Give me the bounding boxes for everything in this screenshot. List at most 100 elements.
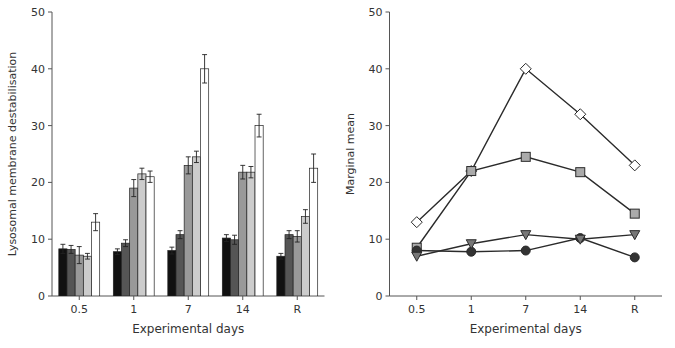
error-bar <box>93 214 98 231</box>
error-bar <box>115 249 120 255</box>
x-tick <box>471 296 472 300</box>
bar <box>138 174 146 296</box>
marker <box>467 167 476 176</box>
bar <box>201 69 209 296</box>
marker <box>575 235 585 244</box>
x-tick <box>133 296 134 300</box>
error-bar <box>287 231 292 239</box>
x-tick-label: 7 <box>522 303 529 316</box>
bar <box>310 168 318 296</box>
y-axis-line <box>52 12 53 296</box>
y-tick <box>386 296 390 297</box>
bar <box>285 235 293 296</box>
x-tick-label: 7 <box>185 303 192 316</box>
error-bar <box>169 247 174 254</box>
marker <box>521 152 530 161</box>
x-tick-label: 1 <box>130 303 137 316</box>
line <box>417 238 635 257</box>
error-bar <box>139 168 144 179</box>
plot-area <box>411 63 640 262</box>
error-bar <box>186 157 191 174</box>
x-tick-label: 1 <box>468 303 475 316</box>
figure: 010203040500.51714RLysosomal membrane de… <box>0 0 675 348</box>
bar <box>222 238 230 296</box>
y-tick <box>48 68 52 69</box>
y-tick-label: 0 <box>38 290 45 303</box>
x-tick-label: 0.5 <box>71 303 89 316</box>
error-bar <box>257 114 262 137</box>
x-tick-label: R <box>293 303 301 316</box>
bar <box>67 249 75 296</box>
error-bar <box>178 231 183 239</box>
y-tick <box>48 239 52 240</box>
marker <box>521 246 530 255</box>
error-bar <box>123 240 128 247</box>
plot-area <box>59 55 318 296</box>
error-bar <box>60 244 65 253</box>
marker <box>466 240 476 249</box>
line <box>417 157 635 248</box>
marker <box>521 231 531 240</box>
bar <box>59 249 67 296</box>
error-bar <box>131 180 136 197</box>
y-tick <box>386 12 390 13</box>
bar-series <box>75 157 301 296</box>
x-tick-label: R <box>631 303 639 316</box>
marker <box>575 109 586 120</box>
y-tick-label: 20 <box>369 176 383 189</box>
bar <box>255 126 263 296</box>
error-bar <box>202 55 207 83</box>
x-tick-label: 14 <box>236 303 250 316</box>
bar <box>301 216 309 296</box>
y-tick-label: 30 <box>31 120 45 133</box>
y-tick <box>386 182 390 183</box>
line-series <box>412 231 640 262</box>
bar <box>146 177 154 296</box>
line-series <box>411 63 640 227</box>
x-tick-label: 14 <box>573 303 587 316</box>
marker <box>411 217 422 228</box>
marker <box>629 160 640 171</box>
x-tick-label: 0.5 <box>408 303 426 316</box>
bar <box>277 256 285 296</box>
error-bar <box>224 235 229 242</box>
error-bar <box>248 166 253 177</box>
error-bar <box>194 151 199 162</box>
bar <box>121 243 129 296</box>
marker <box>520 63 531 74</box>
marker <box>576 168 585 177</box>
error-bar <box>85 253 90 259</box>
x-tick <box>79 296 80 300</box>
y-tick <box>48 125 52 126</box>
x-tick <box>525 296 526 300</box>
x-axis-label: Experimental days <box>132 322 244 336</box>
error-bar <box>232 235 237 244</box>
marker <box>466 166 477 177</box>
y-tick-label: 50 <box>369 6 383 19</box>
x-tick <box>297 296 298 300</box>
marker <box>630 253 639 262</box>
y-tick-label: 20 <box>31 176 45 189</box>
bar <box>113 252 121 296</box>
marker <box>630 231 640 240</box>
bar <box>192 157 200 296</box>
y-tick-label: 40 <box>31 63 45 76</box>
y-tick-label: 10 <box>31 233 45 246</box>
bar <box>83 256 91 296</box>
y-tick <box>48 182 52 183</box>
bar <box>293 236 301 296</box>
x-tick <box>416 296 417 300</box>
y-tick-label: 30 <box>369 120 383 133</box>
y-tick-label: 40 <box>369 63 383 76</box>
line <box>417 69 635 222</box>
bar <box>230 240 238 296</box>
y-tick <box>386 239 390 240</box>
x-axis-label: Experimental days <box>470 322 582 336</box>
error-bar <box>69 245 74 253</box>
y-tick <box>386 68 390 69</box>
y-tick <box>48 296 52 297</box>
y-axis-label: Marginal mean <box>344 113 357 195</box>
x-tick <box>242 296 243 300</box>
panel-bar: 010203040500.51714RLysosomal membrane de… <box>6 6 325 336</box>
bar <box>168 251 176 296</box>
